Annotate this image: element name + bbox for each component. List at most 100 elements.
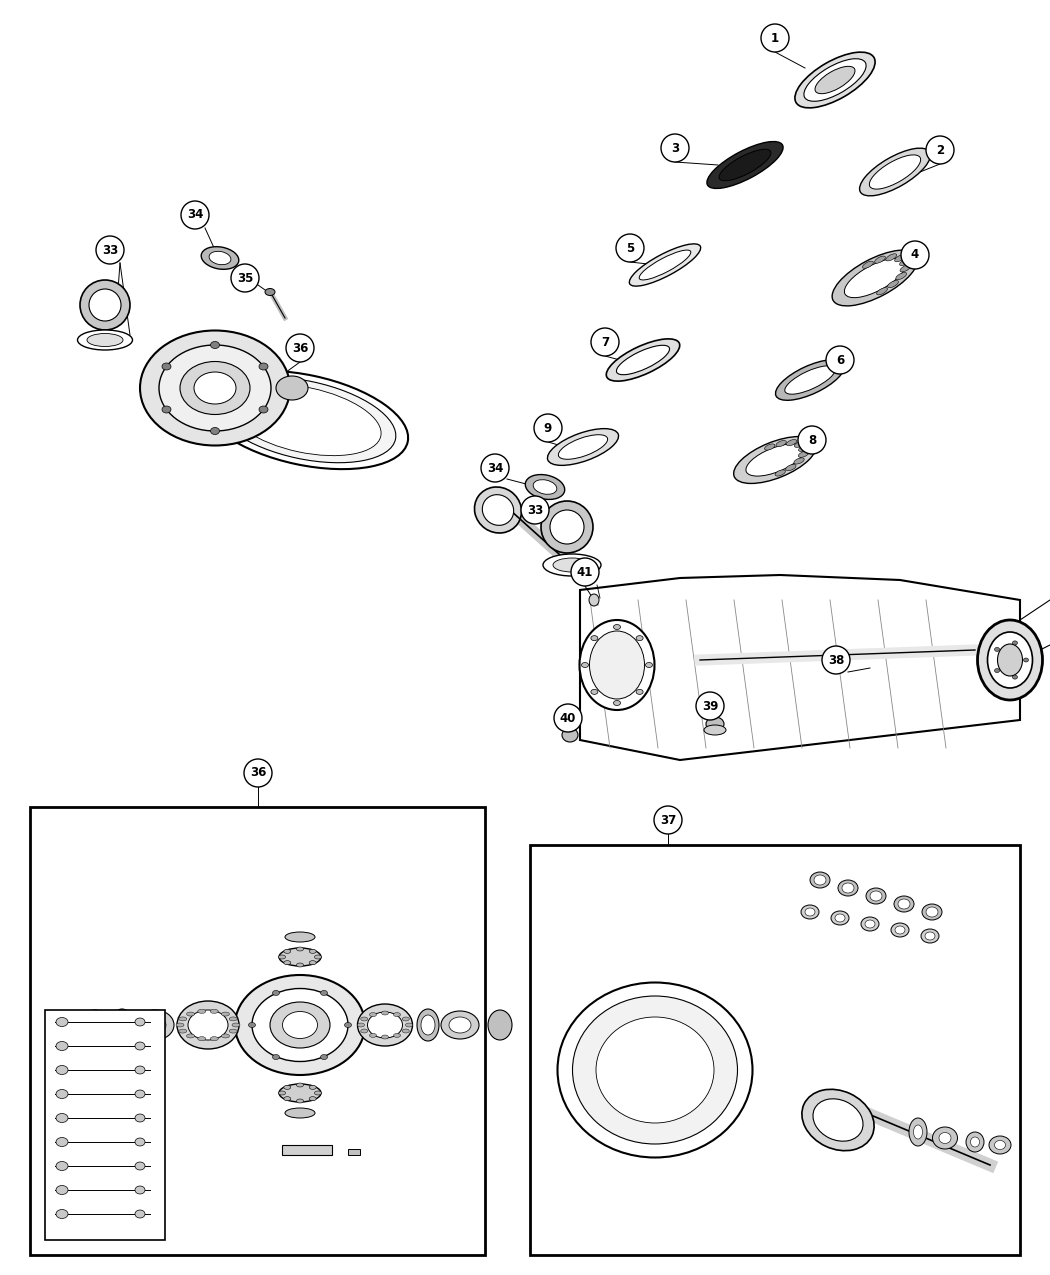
Ellipse shape xyxy=(895,926,905,935)
Ellipse shape xyxy=(381,1035,388,1039)
Ellipse shape xyxy=(998,644,1023,676)
Circle shape xyxy=(662,134,689,162)
Ellipse shape xyxy=(202,371,408,469)
Ellipse shape xyxy=(235,975,365,1075)
Ellipse shape xyxy=(799,445,808,451)
Ellipse shape xyxy=(135,1162,145,1170)
Ellipse shape xyxy=(252,988,348,1062)
Circle shape xyxy=(244,759,272,787)
Ellipse shape xyxy=(177,1001,239,1049)
Ellipse shape xyxy=(987,632,1032,688)
Ellipse shape xyxy=(278,955,286,959)
Ellipse shape xyxy=(197,1010,206,1014)
Ellipse shape xyxy=(210,427,219,435)
Circle shape xyxy=(901,241,929,269)
Ellipse shape xyxy=(178,1029,187,1033)
Ellipse shape xyxy=(786,440,797,446)
Ellipse shape xyxy=(547,428,618,465)
Ellipse shape xyxy=(802,1089,875,1151)
Ellipse shape xyxy=(900,265,910,272)
Ellipse shape xyxy=(87,334,123,347)
Circle shape xyxy=(181,201,209,229)
Ellipse shape xyxy=(361,1017,368,1021)
Ellipse shape xyxy=(276,376,308,400)
Ellipse shape xyxy=(475,487,522,533)
Ellipse shape xyxy=(861,917,879,931)
Ellipse shape xyxy=(249,1023,255,1028)
Text: 5: 5 xyxy=(626,241,634,255)
Ellipse shape xyxy=(925,932,934,940)
Ellipse shape xyxy=(842,884,854,892)
Ellipse shape xyxy=(310,960,316,965)
Text: 39: 39 xyxy=(701,700,718,713)
Ellipse shape xyxy=(810,872,830,887)
Circle shape xyxy=(616,235,644,261)
Ellipse shape xyxy=(394,1034,400,1038)
Ellipse shape xyxy=(135,1066,145,1074)
Ellipse shape xyxy=(795,52,875,108)
Text: 33: 33 xyxy=(102,244,118,256)
Text: 8: 8 xyxy=(807,434,816,446)
Bar xyxy=(282,1145,332,1155)
Ellipse shape xyxy=(926,907,938,917)
Ellipse shape xyxy=(284,1096,291,1100)
Ellipse shape xyxy=(815,66,855,93)
Ellipse shape xyxy=(282,1011,317,1039)
Ellipse shape xyxy=(56,1210,68,1219)
Ellipse shape xyxy=(202,246,238,269)
Ellipse shape xyxy=(636,690,644,695)
Ellipse shape xyxy=(525,474,565,500)
Circle shape xyxy=(521,496,549,524)
Text: 40: 40 xyxy=(560,711,576,724)
Text: 36: 36 xyxy=(292,342,309,354)
Circle shape xyxy=(481,454,509,482)
Ellipse shape xyxy=(320,991,328,996)
Ellipse shape xyxy=(994,668,1000,673)
Ellipse shape xyxy=(838,880,858,896)
Ellipse shape xyxy=(832,250,918,306)
Ellipse shape xyxy=(914,1125,923,1139)
Circle shape xyxy=(571,558,598,587)
Ellipse shape xyxy=(629,244,700,286)
Ellipse shape xyxy=(719,149,771,181)
Ellipse shape xyxy=(543,555,601,576)
Text: 34: 34 xyxy=(187,209,204,222)
Ellipse shape xyxy=(80,280,130,330)
Ellipse shape xyxy=(932,1127,958,1149)
Ellipse shape xyxy=(285,1108,315,1118)
Text: 33: 33 xyxy=(527,504,543,516)
Ellipse shape xyxy=(831,912,849,924)
Ellipse shape xyxy=(734,436,816,483)
Text: 9: 9 xyxy=(544,422,552,435)
Ellipse shape xyxy=(402,1029,410,1033)
Ellipse shape xyxy=(559,435,608,459)
Ellipse shape xyxy=(764,444,775,450)
Ellipse shape xyxy=(229,1029,237,1033)
Ellipse shape xyxy=(746,444,804,476)
Ellipse shape xyxy=(441,1011,479,1039)
Ellipse shape xyxy=(285,932,315,942)
Ellipse shape xyxy=(315,955,321,959)
Ellipse shape xyxy=(978,620,1043,700)
Text: 4: 4 xyxy=(911,249,919,261)
Ellipse shape xyxy=(616,346,670,375)
Ellipse shape xyxy=(56,1162,68,1170)
Ellipse shape xyxy=(135,1017,145,1026)
Ellipse shape xyxy=(922,904,942,921)
Ellipse shape xyxy=(162,405,171,413)
Ellipse shape xyxy=(135,1042,145,1051)
Ellipse shape xyxy=(939,1132,951,1144)
Ellipse shape xyxy=(210,1037,218,1040)
Ellipse shape xyxy=(176,1023,184,1026)
Ellipse shape xyxy=(140,330,290,445)
Ellipse shape xyxy=(1024,658,1029,662)
Ellipse shape xyxy=(111,1009,133,1040)
Text: 41: 41 xyxy=(576,566,593,579)
Ellipse shape xyxy=(639,250,691,280)
Ellipse shape xyxy=(270,1002,330,1048)
Ellipse shape xyxy=(56,1186,68,1195)
Ellipse shape xyxy=(381,1011,388,1015)
Ellipse shape xyxy=(776,360,844,400)
Ellipse shape xyxy=(135,1210,145,1218)
Ellipse shape xyxy=(222,1034,230,1038)
